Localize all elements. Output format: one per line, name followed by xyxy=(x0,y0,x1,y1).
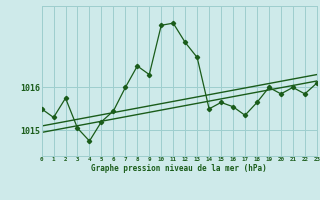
X-axis label: Graphe pression niveau de la mer (hPa): Graphe pression niveau de la mer (hPa) xyxy=(91,164,267,173)
